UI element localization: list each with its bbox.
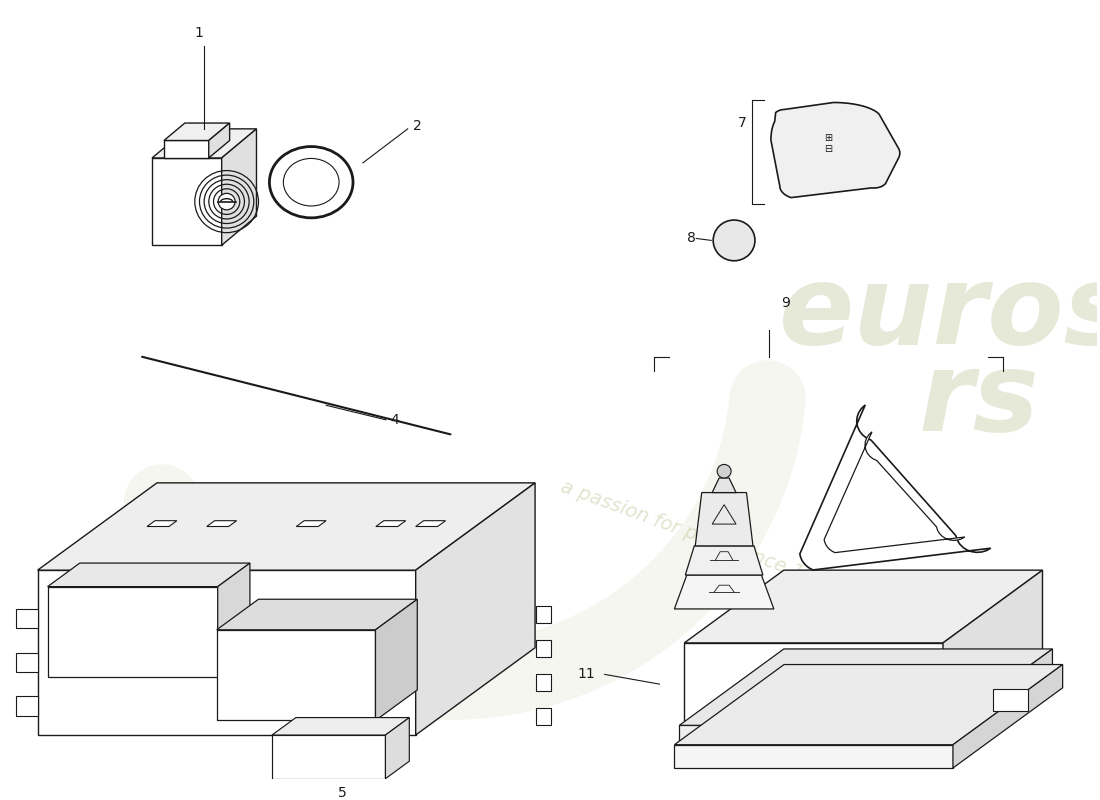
Text: ⊞
⊟: ⊞ ⊟	[825, 133, 833, 154]
Polygon shape	[47, 563, 250, 586]
Polygon shape	[674, 665, 1063, 745]
Polygon shape	[47, 586, 218, 678]
Polygon shape	[680, 649, 1053, 726]
Polygon shape	[800, 405, 991, 570]
Polygon shape	[684, 643, 943, 726]
FancyBboxPatch shape	[536, 640, 551, 658]
Polygon shape	[272, 735, 385, 778]
Polygon shape	[953, 665, 1063, 768]
Text: a passion for parts since 1985: a passion for parts since 1985	[558, 477, 840, 595]
Polygon shape	[152, 129, 256, 158]
FancyBboxPatch shape	[993, 690, 1027, 710]
Text: eurospa: eurospa	[779, 260, 1100, 366]
Polygon shape	[152, 158, 222, 246]
FancyBboxPatch shape	[536, 674, 551, 691]
Polygon shape	[296, 521, 326, 526]
Ellipse shape	[270, 146, 353, 218]
Polygon shape	[376, 521, 406, 526]
Ellipse shape	[284, 158, 339, 206]
Polygon shape	[222, 129, 256, 246]
Circle shape	[713, 220, 755, 261]
Polygon shape	[217, 630, 375, 721]
Text: 7: 7	[738, 115, 747, 130]
Polygon shape	[416, 483, 535, 735]
FancyBboxPatch shape	[536, 708, 551, 726]
Polygon shape	[771, 102, 900, 198]
Text: 9: 9	[781, 297, 790, 310]
FancyBboxPatch shape	[536, 606, 551, 623]
FancyBboxPatch shape	[15, 696, 37, 716]
Polygon shape	[943, 570, 1043, 726]
Text: 11: 11	[578, 667, 595, 682]
Text: 2: 2	[412, 119, 421, 133]
Polygon shape	[712, 478, 736, 493]
Polygon shape	[948, 649, 1053, 745]
Polygon shape	[695, 493, 754, 546]
Polygon shape	[218, 563, 250, 678]
Polygon shape	[164, 141, 209, 158]
Polygon shape	[37, 483, 535, 570]
Text: 1: 1	[195, 26, 204, 40]
Polygon shape	[209, 123, 230, 158]
Polygon shape	[824, 432, 965, 553]
Polygon shape	[217, 599, 417, 630]
Polygon shape	[147, 521, 177, 526]
Text: 5: 5	[338, 786, 346, 800]
Polygon shape	[272, 718, 409, 735]
Polygon shape	[416, 521, 446, 526]
FancyBboxPatch shape	[15, 653, 37, 672]
Text: 8: 8	[688, 231, 696, 246]
Polygon shape	[164, 123, 230, 141]
Polygon shape	[207, 521, 236, 526]
Polygon shape	[674, 575, 774, 609]
Polygon shape	[375, 599, 417, 721]
FancyBboxPatch shape	[15, 609, 37, 628]
Polygon shape	[685, 546, 763, 575]
Circle shape	[218, 194, 235, 210]
Polygon shape	[385, 718, 409, 778]
Text: 4: 4	[390, 413, 399, 427]
Text: rs: rs	[918, 347, 1040, 454]
Polygon shape	[37, 570, 416, 735]
Polygon shape	[680, 726, 948, 745]
Polygon shape	[684, 570, 1043, 643]
Circle shape	[717, 465, 732, 478]
Polygon shape	[674, 745, 953, 768]
